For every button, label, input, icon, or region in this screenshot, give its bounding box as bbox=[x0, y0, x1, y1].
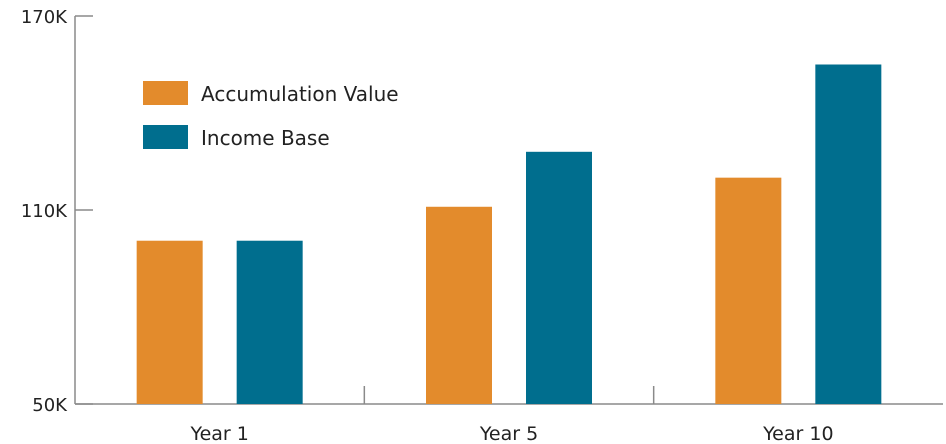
bar-accumulation-value bbox=[426, 206, 492, 404]
bar-income-base bbox=[815, 64, 882, 404]
y-axis: 50K 110K 170K bbox=[21, 7, 93, 416]
bar-income-base bbox=[236, 240, 303, 404]
legend-swatch bbox=[143, 81, 188, 105]
legend-label: Income Base bbox=[201, 126, 330, 150]
bar-accumulation-value bbox=[136, 240, 203, 404]
x-category-label: Year 10 bbox=[762, 423, 833, 444]
y-tick-label: 50K bbox=[32, 395, 68, 416]
bar-income-base bbox=[526, 151, 592, 404]
bars bbox=[136, 64, 882, 404]
legend-swatch bbox=[143, 125, 188, 149]
bar-accumulation-value bbox=[715, 177, 782, 404]
legend-label: Accumulation Value bbox=[201, 82, 399, 106]
x-category-label: Year 1 bbox=[189, 423, 248, 444]
x-category-label: Year 5 bbox=[479, 423, 538, 444]
x-axis: Year 1 Year 5 Year 10 bbox=[75, 386, 943, 444]
legend: Accumulation Value Income Base bbox=[143, 81, 399, 150]
y-tick-label: 110K bbox=[21, 201, 68, 222]
y-tick-label: 170K bbox=[21, 7, 68, 28]
